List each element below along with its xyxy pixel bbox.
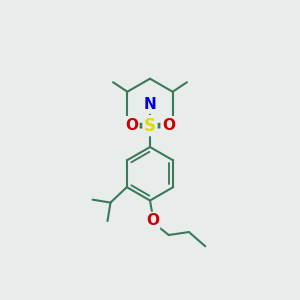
- Text: O: O: [162, 118, 175, 133]
- Text: N: N: [144, 97, 156, 112]
- Text: O: O: [146, 213, 159, 228]
- Text: O: O: [125, 118, 138, 133]
- Text: S: S: [144, 117, 156, 135]
